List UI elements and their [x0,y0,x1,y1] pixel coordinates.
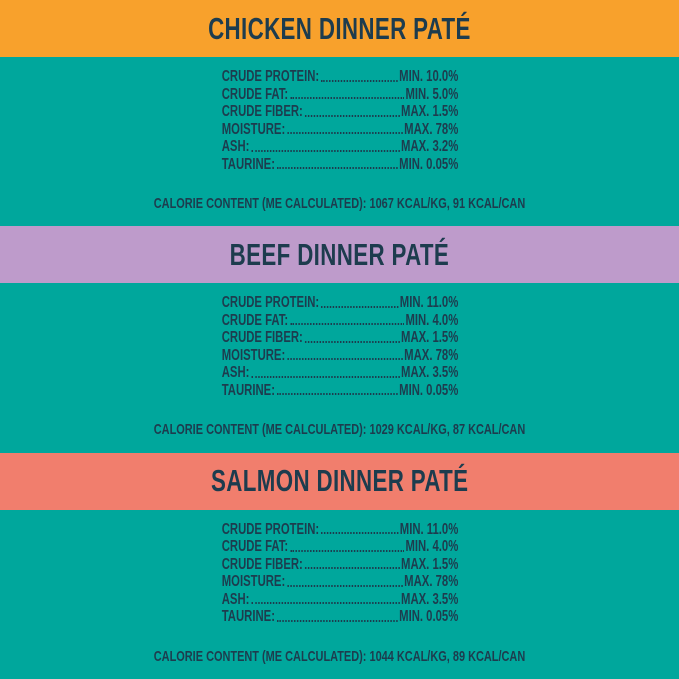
nutrition-row: CRUDE FIBER: MAX. 1.5% [221,556,458,574]
nutrition-label-text: CRUDE PROTEIN: [221,520,319,538]
dotted-leader [320,532,398,535]
nutrition-label-text: TAURINE: [221,608,275,626]
nutrition-label-text: CRUDE PROTEIN: [221,294,319,312]
nutrition-value: MIN. 0.05% [398,381,458,399]
nutrition-label-text: ASH: [221,138,249,155]
nutrition-row: CRUDE FIBER: MAX. 1.5% [221,329,458,347]
dotted-leader [251,602,400,605]
section-salmon: SALMON DINNER PATÉ CRUDE PROTEIN: MIN. 1… [0,452,679,679]
nutrition-label-text: TAURINE: [221,155,275,173]
dotted-leader [276,619,398,622]
nutrition-label-text: CRUDE FAT: [221,538,288,556]
salmon-calorie-content: CALORIE CONTENT (ME CALCULATED): 1044 KC… [153,647,526,665]
nutrition-value: MAX. 1.5% [400,329,458,347]
nutrition-label-text: CRUDE FIBER: [221,555,303,573]
nutrition-row: TAURINE: MIN. 0.05% [221,382,458,400]
dotted-leader [289,323,404,326]
nutrition-row: CRUDE PROTEIN: MIN. 11.0% [221,521,458,539]
salmon-header-band: SALMON DINNER PATÉ [0,452,679,510]
dotted-leader [286,584,403,587]
nutrition-value: MIN. 5.0% [404,85,458,103]
nutrition-value: MAX. 3.5% [400,590,458,608]
chicken-header-band: CHICKEN DINNER PATÉ [0,0,679,57]
nutrition-label-text: CRUDE FIBER: [221,103,303,120]
nutrition-row: CRUDE FAT: MIN. 4.0% [221,312,458,330]
nutrition-row: ASH: MAX. 3.5% [221,591,458,609]
beef-title: BEEF DINNER PATÉ [229,236,450,272]
chicken-rows: CRUDE PROTEIN: MIN. 10.0% CRUDE FAT: MIN… [221,68,458,173]
dotted-leader [289,549,404,552]
nutrition-value: MAX. 78% [403,346,458,364]
nutrition-value: MAX. 78% [403,120,458,138]
section-beef: BEEF DINNER PATÉ CRUDE PROTEIN: MIN. 11.… [0,226,679,452]
nutrition-label-text: MOISTURE: [221,573,285,591]
nutrition-label-text: ASH: [221,364,249,382]
dotted-leader [276,167,398,169]
nutrition-row: TAURINE: MIN. 0.05% [221,608,458,626]
nutrition-label-text: MOISTURE: [221,120,285,138]
nutrition-label-text: CRUDE PROTEIN: [221,68,319,85]
beef-calorie-content: CALORIE CONTENT (ME CALCULATED): 1029 KC… [153,421,526,439]
nutrition-value: MIN. 4.0% [404,538,458,556]
nutrition-label-text: MOISTURE: [221,346,285,364]
nutrition-label-text: ASH: [221,590,249,608]
nutrition-value: MAX. 3.2% [400,138,458,155]
nutrition-value: MIN. 11.0% [399,520,458,538]
dotted-leader [286,132,403,134]
nutrition-row: CRUDE PROTEIN: MIN. 11.0% [221,294,458,312]
dotted-leader [320,305,398,308]
nutrition-value: MAX. 3.5% [400,364,458,382]
chicken-calorie-content: CALORIE CONTENT (ME CALCULATED): 1067 KC… [153,195,526,212]
nutrition-value: MIN. 11.0% [399,294,458,312]
chicken-analysis: CRUDE PROTEIN: MIN. 10.0% CRUDE FAT: MIN… [0,57,679,226]
nutrition-value: MIN. 4.0% [404,311,458,329]
dotted-leader [320,79,398,82]
section-chicken: CHICKEN DINNER PATÉ CRUDE PROTEIN: MIN. … [0,0,679,226]
beef-header-band: BEEF DINNER PATÉ [0,226,679,284]
nutrition-row: CRUDE FAT: MIN. 5.0% [221,86,458,104]
nutrition-row: ASH: MAX. 3.2% [221,138,458,156]
dotted-leader [251,149,400,152]
dotted-leader [304,567,400,570]
nutrition-row: CRUDE FAT: MIN. 4.0% [221,538,458,556]
nutrition-row: MOISTURE: MAX. 78% [221,121,458,139]
beef-analysis: CRUDE PROTEIN: MIN. 11.0% CRUDE FAT: MIN… [0,283,679,452]
nutrition-value: MAX. 78% [403,573,458,591]
nutrition-label-text: CRUDE FAT: [221,311,288,329]
nutrition-value: MAX. 1.5% [400,103,458,120]
dotted-leader [276,393,398,396]
nutrition-row: CRUDE PROTEIN: MIN. 10.0% [221,68,458,86]
nutrition-value: MIN. 10.0% [398,68,458,85]
dotted-leader [289,97,404,99]
chicken-title: CHICKEN DINNER PATÉ [208,10,471,46]
beef-rows: CRUDE PROTEIN: MIN. 11.0% CRUDE FAT: MIN… [221,294,458,399]
salmon-title: SALMON DINNER PATÉ [210,463,469,499]
nutrition-row: MOISTURE: MAX. 78% [221,573,458,591]
dotted-leader [304,114,400,117]
nutrition-value: MIN. 0.05% [398,608,458,626]
salmon-rows: CRUDE PROTEIN: MIN. 11.0% CRUDE FAT: MIN… [221,521,458,626]
nutrition-row: CRUDE FIBER: MAX. 1.5% [221,103,458,121]
nutrition-value: MIN. 0.05% [398,155,458,173]
dotted-leader [251,375,400,378]
nutrition-label-text: CRUDE FIBER: [221,329,303,347]
dotted-leader [286,358,403,361]
nutrition-value: MAX. 1.5% [400,555,458,573]
dotted-leader [304,340,400,343]
nutrition-row: ASH: MAX. 3.5% [221,364,458,382]
salmon-analysis: CRUDE PROTEIN: MIN. 11.0% CRUDE FAT: MIN… [0,510,679,679]
nutrition-row: TAURINE: MIN. 0.05% [221,156,458,174]
nutrition-label-text: TAURINE: [221,381,275,399]
nutrition-label-text: CRUDE FAT: [221,85,288,103]
nutrition-row: MOISTURE: MAX. 78% [221,347,458,365]
